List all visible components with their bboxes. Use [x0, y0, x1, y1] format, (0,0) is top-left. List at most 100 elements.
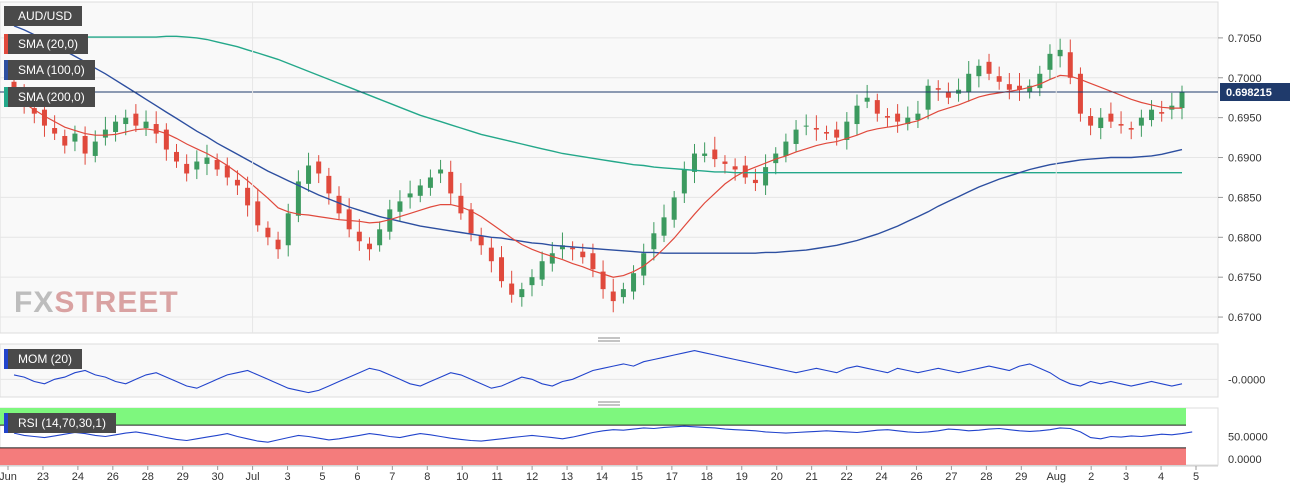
x-tick-label: 24 [72, 471, 84, 483]
candle-body [702, 153, 708, 156]
price-tick-label: 0.7000 [1228, 73, 1262, 85]
price-plot-area [0, 1, 1219, 334]
x-tick-label: 27 [945, 471, 957, 483]
candle-body [915, 113, 921, 121]
x-tick-label: 15 [631, 471, 643, 483]
price-panel: 0.6700 0.6750 0.6800 0.6850 0.6900 0.6950 0.70… [0, 1, 1290, 334]
candle-body [41, 109, 47, 126]
candle-body [448, 171, 454, 194]
sma-100-line [13, 25, 1183, 254]
candle-body [529, 277, 535, 286]
candle-body [366, 243, 372, 250]
legend-rsi: RSI (14,70,30,1) [4, 413, 117, 433]
legend-aud-usd: AUD/USD [4, 6, 83, 26]
price-tick-label: 0.6700 [1228, 312, 1262, 324]
candle-body [1138, 117, 1144, 126]
x-tick-label: 5 [1193, 471, 1199, 483]
candle-body [874, 100, 880, 114]
candle-body [539, 261, 545, 280]
candle-body [1159, 112, 1165, 114]
candle-body [204, 157, 210, 164]
candle-body [610, 291, 616, 302]
candle-body [387, 209, 393, 232]
candle-body [1098, 117, 1104, 129]
x-tick-label: 22 [840, 471, 852, 483]
x-tick-label: 29 [1015, 471, 1027, 483]
candle-body [458, 195, 464, 214]
candle-body [884, 116, 890, 118]
candle-body [895, 113, 901, 122]
candle-body [580, 251, 586, 258]
candle-body [407, 193, 413, 198]
candle-body [864, 97, 870, 102]
rsi-oversold-zone [0, 447, 1186, 465]
candle-body [123, 117, 129, 125]
candle-body [1179, 92, 1185, 109]
candle-body [143, 121, 149, 129]
candle-body [62, 135, 68, 146]
legend-momentum: MOM (20) [4, 349, 82, 369]
x-tick-label: 24 [875, 471, 887, 483]
candle-body [316, 161, 322, 174]
candle-body [732, 166, 738, 170]
candle-body [265, 227, 271, 238]
candle-body [691, 153, 697, 172]
momentum-plot-area [0, 343, 1219, 398]
candle-body [945, 92, 951, 98]
x-tick-label: 11 [491, 471, 502, 483]
candle-body [722, 161, 728, 164]
candle-body [834, 129, 840, 138]
candle-body [478, 235, 484, 246]
candle-body [590, 253, 596, 270]
momentum-panel: -0.0000 [0, 343, 1265, 398]
price-tick-label: 0.6850 [1228, 192, 1262, 204]
candle-body [803, 125, 809, 127]
candle-body [935, 88, 941, 90]
candle-body [275, 239, 281, 250]
x-tick-label: 3 [284, 471, 290, 483]
candle-body [1118, 124, 1124, 126]
watermark-logo: FXSTREET [14, 286, 179, 319]
candle-body [1027, 85, 1033, 93]
candle-body [397, 201, 403, 212]
price-tick-label: 0.7050 [1228, 33, 1262, 45]
price-tick-label: 0.6800 [1228, 232, 1262, 244]
candle-body [996, 76, 1002, 82]
candle-body [234, 179, 240, 186]
candle-body [671, 197, 677, 220]
candle-body [1057, 49, 1063, 57]
candle-body [184, 163, 190, 174]
candle-body [427, 177, 433, 188]
candle-body [488, 247, 494, 262]
last-price-badge [1220, 83, 1290, 102]
x-tick-label: 26 [107, 471, 119, 483]
x-tick-label: 10 [456, 471, 468, 483]
candle-body [752, 179, 758, 184]
candle-body [549, 253, 555, 264]
candle-body [306, 165, 312, 184]
candle-body [519, 289, 525, 298]
candle-body [661, 217, 667, 236]
candle-body [986, 61, 992, 74]
candle-body [194, 161, 200, 170]
x-tick-label: 4 [1158, 471, 1164, 483]
candle-body [31, 108, 37, 114]
candle-body [113, 121, 119, 133]
candle-body [854, 105, 860, 125]
candle-body [925, 85, 931, 110]
candle-body [966, 73, 972, 93]
candle-body [92, 141, 98, 156]
candle-body [793, 129, 799, 144]
candle-body [824, 132, 830, 134]
candle-body [72, 133, 78, 142]
rsi-overbought-zone [0, 408, 1186, 426]
candle-body [641, 253, 647, 276]
candle-body [295, 181, 301, 216]
rsi-line [13, 425, 1193, 443]
x-tick-label: 21 [806, 471, 818, 483]
sma-20-line [13, 74, 1182, 278]
candle-body [773, 153, 779, 164]
candle-body [133, 113, 139, 126]
price-tick-label: 0.6950 [1228, 113, 1262, 125]
candle-body [1016, 85, 1022, 90]
